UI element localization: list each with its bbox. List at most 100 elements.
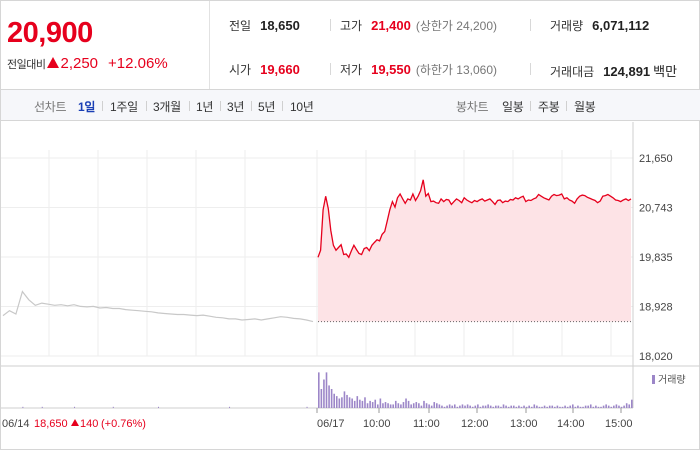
volume-bar [484, 405, 487, 408]
divider [251, 101, 252, 111]
volume-bar [456, 406, 459, 408]
volume-bar [379, 398, 382, 408]
volume-bar [538, 406, 541, 408]
tab-period-3y[interactable]: 3년 [227, 100, 245, 114]
volume-bar [620, 406, 623, 408]
prev-day-change-pct: (+0.76%) [101, 418, 146, 430]
volume-bar [158, 406, 159, 408]
volume-bar [361, 400, 364, 408]
tab-period-1y[interactable]: 1년 [196, 100, 214, 114]
volume-bar [428, 404, 430, 408]
tab-period-10y[interactable]: 10년 [290, 100, 314, 114]
divider [282, 101, 283, 111]
volume-bar [387, 403, 389, 408]
divider [530, 101, 531, 111]
volume-bar [402, 402, 405, 408]
tab-period-5y[interactable]: 5년 [258, 100, 276, 114]
volume-bar [351, 398, 353, 408]
volume-bar [584, 405, 587, 408]
volume-bar [587, 405, 589, 408]
volume-legend-label: 거래량 [658, 374, 686, 386]
volume-bar [112, 406, 114, 408]
tab-period-1w[interactable]: 1주일 [110, 100, 138, 114]
divider [330, 63, 331, 75]
volume-bar [515, 406, 518, 408]
volume-bar [374, 399, 377, 408]
volume-bar [384, 402, 387, 408]
stat-high: 고가 21,400 (상한가 24,200) [340, 17, 497, 34]
volume-bar [487, 404, 489, 408]
volume-bar [356, 396, 359, 408]
stat-value: 21,400 [371, 18, 411, 33]
x-tick-label: 10:00 [363, 418, 391, 430]
volume-bar [502, 404, 505, 408]
stat-low: 저가 19,550 (하한가 13,060) [340, 61, 497, 78]
tab-candle-monthly[interactable]: 월봉 [574, 100, 596, 114]
volume-bar [343, 391, 346, 408]
volume-bar [420, 405, 423, 408]
stat-label: 저가 [340, 63, 363, 77]
volume-bar [459, 405, 461, 408]
volume-bar [610, 406, 613, 408]
stat-sub: (상한가 24,200) [415, 19, 498, 33]
volume-bar [464, 405, 466, 408]
volume-bar [479, 406, 482, 408]
today-price-line [317, 179, 632, 259]
stat-value: 19,550 [371, 62, 411, 77]
volume-bar [394, 400, 397, 408]
tab-period-1d[interactable]: 1일 [78, 100, 96, 114]
stat-sub: (하한가 13,060) [415, 63, 498, 77]
tab-period-3m[interactable]: 3개월 [153, 100, 181, 114]
volume-bar [74, 406, 76, 408]
volume-bar [505, 405, 507, 408]
stat-label: 시가 [229, 63, 252, 77]
volume-bar [425, 403, 428, 408]
volume-bar [497, 405, 500, 408]
x-tick-label: 12:00 [461, 418, 489, 430]
x-tick-label: 14:00 [557, 418, 585, 430]
volume-bar [400, 404, 402, 408]
stat-label: 거래량 [550, 19, 584, 33]
x-tick-label: 11:00 [413, 418, 440, 430]
volume-bar [523, 405, 525, 408]
volume-bar [453, 404, 456, 408]
y-tick-label: 18,020 [639, 351, 673, 363]
volume-bar [436, 403, 438, 408]
stat-open: 시가 19,660 [229, 61, 300, 78]
line-chart-heading: 선차트 [34, 100, 67, 114]
stat-label: 고가 [340, 19, 363, 33]
volume-bar [528, 405, 530, 408]
volume-bar [366, 403, 369, 408]
divider [102, 101, 103, 111]
volume-bar [623, 405, 625, 408]
divider [189, 101, 190, 111]
volume-bar [320, 389, 323, 408]
tab-candle-weekly[interactable]: 주봉 [538, 100, 560, 114]
divider [530, 19, 531, 31]
volume-bar [318, 372, 320, 408]
volume-bar [306, 406, 308, 408]
change-percent: +12.06% [108, 55, 168, 72]
volume-legend-swatch [652, 375, 655, 384]
up-triangle-icon [71, 419, 79, 426]
stat-value: 124,891 [603, 64, 651, 79]
volume-bar [405, 398, 407, 408]
volume-bar [418, 403, 420, 408]
volume-bar [625, 403, 628, 408]
volume-bar [628, 404, 631, 408]
volume-bar [348, 397, 351, 408]
volume-bar [592, 406, 595, 408]
volume-bar [533, 404, 536, 408]
divider [566, 101, 567, 111]
volume-bar [323, 379, 325, 408]
stat-value: 6,071,112 [592, 18, 650, 33]
volume-bar [600, 406, 602, 408]
volume-bar [471, 406, 474, 408]
volume-bar [382, 403, 384, 408]
price-chart-svg: 21,650 20,743 19,835 18,928 18,020 거래량 06/14 06… [1, 122, 700, 430]
change-value: 2,250 [60, 55, 99, 72]
volume-bar [335, 396, 338, 408]
volume-bar [353, 400, 356, 408]
volume-bar [371, 402, 374, 408]
tab-candle-daily[interactable]: 일봉 [502, 100, 524, 114]
